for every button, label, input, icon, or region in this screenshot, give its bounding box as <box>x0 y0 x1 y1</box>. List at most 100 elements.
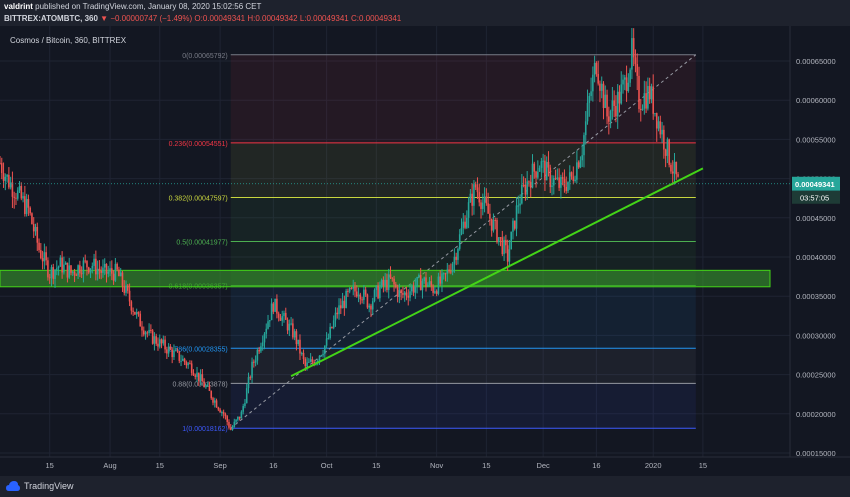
candle-body <box>446 269 449 274</box>
candle-body <box>102 267 104 273</box>
candle-body <box>668 139 670 165</box>
candle-body <box>267 321 269 329</box>
candle-body <box>160 339 163 344</box>
candle-body <box>27 198 30 208</box>
candle-body <box>293 331 296 338</box>
candle-body <box>624 77 626 80</box>
candle-body <box>343 300 346 308</box>
candle-body <box>336 312 339 315</box>
publisher-name[interactable]: valdrint <box>4 2 33 11</box>
candle-body <box>205 386 207 388</box>
candle-body <box>469 193 472 203</box>
candle-body <box>45 252 47 261</box>
candle-body <box>196 372 198 377</box>
candle-body <box>91 265 94 269</box>
candle-body <box>608 116 610 122</box>
candle-body <box>405 292 408 296</box>
candle-body <box>166 349 168 354</box>
candle-body <box>281 316 284 321</box>
fib-level-label: 0.382(0.00047597) <box>169 195 228 202</box>
candle-body <box>25 198 28 214</box>
candle-body <box>462 221 465 228</box>
candle-body <box>164 339 166 350</box>
tradingview-logo[interactable]: TradingView <box>6 480 74 492</box>
candle-body <box>171 349 173 358</box>
candle-body <box>671 171 674 174</box>
candle-body <box>311 359 314 362</box>
candle-body <box>522 184 525 186</box>
candle-body <box>425 277 427 287</box>
candle-body <box>466 217 468 228</box>
candle-body <box>87 267 90 273</box>
candle-body <box>526 181 528 195</box>
candle-body <box>517 205 520 207</box>
candle-body <box>80 273 83 275</box>
candle-body <box>270 303 273 321</box>
candle-body <box>460 227 463 235</box>
candle-body <box>402 293 404 295</box>
candle-body <box>56 268 58 270</box>
candle-body <box>0 163 3 174</box>
candle-body <box>299 339 301 354</box>
candle-body <box>609 111 612 122</box>
candle-body <box>471 193 473 206</box>
candle-body <box>434 291 436 293</box>
candle-body <box>132 310 134 312</box>
footer-bar: TradingView <box>0 476 850 497</box>
candle-body <box>521 184 523 204</box>
candle-body <box>403 292 406 295</box>
candle-body <box>487 203 489 214</box>
candle-body <box>24 196 26 214</box>
candle-body <box>158 339 161 347</box>
candle-body <box>316 360 319 363</box>
candle-body <box>36 226 39 243</box>
candle-body <box>437 276 440 294</box>
candle-body <box>377 285 379 299</box>
candle-body <box>505 239 507 246</box>
candle-body <box>341 300 344 309</box>
candle-body <box>260 346 262 352</box>
candle-body <box>652 86 654 114</box>
candle-body <box>561 177 564 180</box>
candle-body <box>538 167 541 172</box>
candle-body <box>229 427 232 430</box>
candle-body <box>540 161 543 168</box>
candle-body <box>464 221 466 228</box>
candle-body <box>155 336 157 344</box>
candle-body <box>435 291 438 294</box>
candle-body <box>544 160 546 181</box>
candle-body <box>553 178 555 186</box>
candle-body <box>654 113 656 115</box>
candle-body <box>269 320 271 322</box>
candle-body <box>579 160 582 168</box>
candle-body <box>79 265 81 274</box>
price-axis <box>790 26 850 457</box>
candle-body <box>240 411 243 419</box>
candle-body <box>309 359 312 362</box>
candle-body <box>375 285 378 291</box>
candle-body <box>664 149 667 156</box>
candle-body <box>63 264 65 273</box>
candle-body <box>142 330 145 335</box>
candle-body <box>320 355 323 357</box>
ohlc-values: O:0.00049341 H:0.00049342 L:0.00049341 C… <box>194 14 402 23</box>
current-price-tag <box>792 176 840 191</box>
candle-body <box>666 139 669 156</box>
candle-body <box>647 86 649 109</box>
candle-body <box>66 262 69 278</box>
candle-body <box>565 186 568 192</box>
candle-body <box>283 312 285 317</box>
candle-body <box>329 326 331 338</box>
candle-body <box>382 279 385 286</box>
fib-zone <box>230 285 696 349</box>
candle-body <box>288 323 291 331</box>
candle-body <box>430 281 433 287</box>
candle-body <box>554 178 557 180</box>
candle-body <box>380 279 383 288</box>
candle-body <box>549 167 552 187</box>
candle-body <box>112 273 115 281</box>
candle-body <box>620 84 623 104</box>
candle-body <box>238 416 241 419</box>
candle-body <box>512 220 514 232</box>
